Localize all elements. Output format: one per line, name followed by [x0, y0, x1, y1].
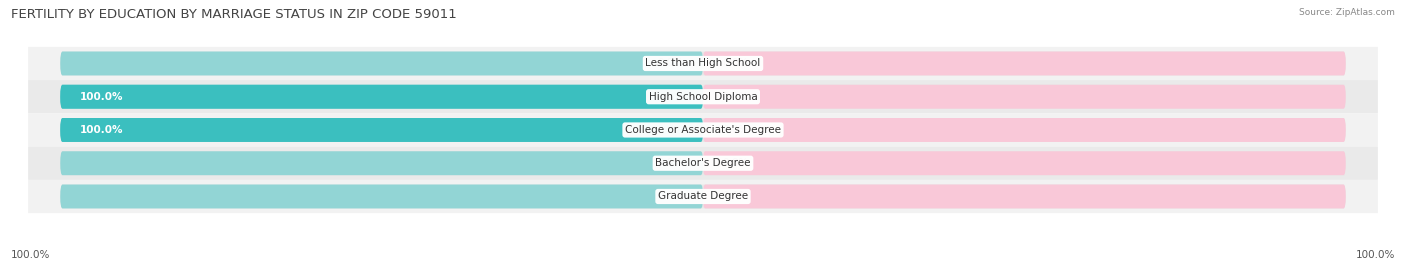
FancyBboxPatch shape	[60, 85, 703, 109]
FancyBboxPatch shape	[28, 147, 1378, 180]
Text: 0.0%: 0.0%	[723, 125, 748, 135]
FancyBboxPatch shape	[60, 85, 703, 109]
Text: College or Associate's Degree: College or Associate's Degree	[626, 125, 780, 135]
FancyBboxPatch shape	[28, 80, 1378, 113]
Text: High School Diploma: High School Diploma	[648, 92, 758, 102]
FancyBboxPatch shape	[60, 51, 703, 76]
FancyBboxPatch shape	[60, 118, 703, 142]
Text: 0.0%: 0.0%	[723, 58, 748, 69]
FancyBboxPatch shape	[703, 151, 1346, 175]
Text: Graduate Degree: Graduate Degree	[658, 191, 748, 202]
FancyBboxPatch shape	[60, 151, 703, 175]
FancyBboxPatch shape	[60, 184, 1346, 209]
Text: Bachelor's Degree: Bachelor's Degree	[655, 158, 751, 168]
Text: 100.0%: 100.0%	[11, 250, 51, 260]
Text: FERTILITY BY EDUCATION BY MARRIAGE STATUS IN ZIP CODE 59011: FERTILITY BY EDUCATION BY MARRIAGE STATU…	[11, 8, 457, 21]
FancyBboxPatch shape	[703, 184, 1346, 209]
Text: 0.0%: 0.0%	[723, 191, 748, 202]
FancyBboxPatch shape	[28, 180, 1378, 213]
Text: 0.0%: 0.0%	[658, 58, 683, 69]
Text: 0.0%: 0.0%	[658, 158, 683, 168]
FancyBboxPatch shape	[60, 118, 703, 142]
FancyBboxPatch shape	[28, 113, 1378, 147]
Text: 0.0%: 0.0%	[723, 92, 748, 102]
FancyBboxPatch shape	[703, 118, 1346, 142]
FancyBboxPatch shape	[60, 184, 703, 209]
FancyBboxPatch shape	[28, 47, 1378, 80]
Text: Source: ZipAtlas.com: Source: ZipAtlas.com	[1299, 8, 1395, 17]
Text: 100.0%: 100.0%	[1355, 250, 1395, 260]
Text: 0.0%: 0.0%	[658, 191, 683, 202]
FancyBboxPatch shape	[60, 85, 1346, 109]
FancyBboxPatch shape	[60, 151, 1346, 175]
Text: 100.0%: 100.0%	[80, 92, 124, 102]
FancyBboxPatch shape	[60, 51, 1346, 76]
Text: Less than High School: Less than High School	[645, 58, 761, 69]
FancyBboxPatch shape	[703, 85, 1346, 109]
FancyBboxPatch shape	[60, 118, 1346, 142]
FancyBboxPatch shape	[703, 51, 1346, 76]
Text: 100.0%: 100.0%	[80, 125, 124, 135]
Text: 0.0%: 0.0%	[723, 158, 748, 168]
